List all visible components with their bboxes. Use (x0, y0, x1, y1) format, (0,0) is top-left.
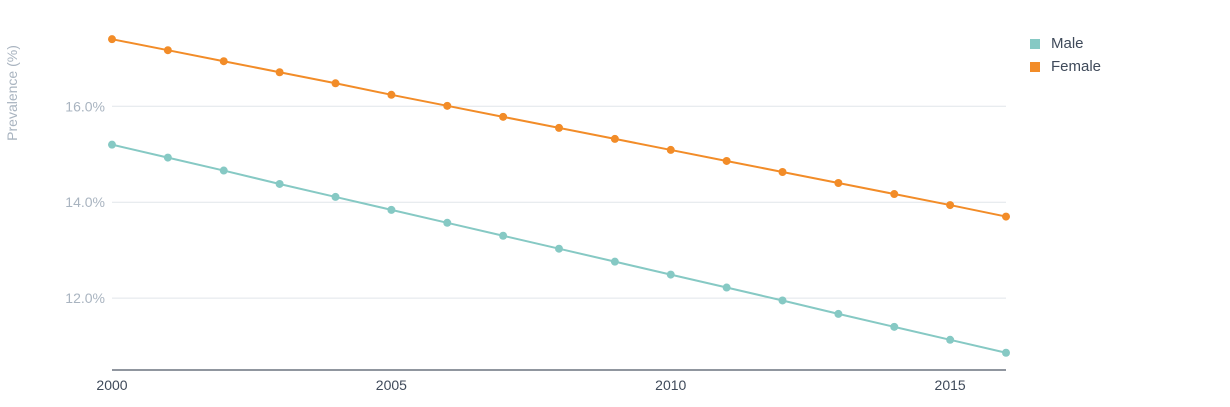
data-point-female (610, 134, 619, 143)
data-point-female (1002, 212, 1010, 221)
data-point-male (499, 231, 508, 240)
data-point-female (331, 79, 340, 88)
series (108, 35, 1010, 357)
data-point-male (275, 179, 284, 188)
series-female (108, 35, 1010, 221)
data-point-female (163, 46, 172, 55)
legend: Male Female (1030, 32, 1101, 78)
y-axis-label: Prevalence (%) (4, 45, 20, 141)
data-point-male (890, 322, 899, 331)
data-point-male (108, 140, 116, 149)
data-point-female (722, 156, 731, 165)
data-point-female (443, 101, 452, 110)
legend-label: Male (1051, 35, 1084, 52)
data-point-female (666, 145, 675, 154)
data-point-male (610, 257, 619, 266)
data-point-male (387, 205, 396, 214)
data-point-male (946, 335, 955, 344)
data-point-male (778, 296, 787, 305)
data-point-female (499, 112, 508, 121)
legend-label: Female (1051, 58, 1102, 75)
data-point-male (1002, 348, 1010, 357)
data-point-female (387, 90, 396, 99)
series-male (108, 140, 1010, 357)
data-point-male (331, 192, 340, 201)
legend-item-male[interactable]: Male (1030, 32, 1101, 55)
x-tick-label: 2000 (96, 377, 127, 393)
data-point-female (555, 123, 563, 132)
data-point-female (108, 35, 116, 44)
x-tick-label: 2010 (655, 377, 686, 393)
gridlines (112, 105, 1006, 299)
x-tick-label: 2015 (935, 377, 966, 393)
data-point-male (443, 218, 452, 227)
y-tick-label: 14.0% (65, 194, 105, 210)
data-point-male (219, 166, 228, 175)
data-point-female (890, 190, 899, 199)
data-point-male (163, 153, 172, 162)
y-tick-label: 12.0% (65, 290, 105, 306)
legend-item-female[interactable]: Female (1030, 55, 1101, 78)
data-point-female (834, 179, 843, 188)
data-point-male (666, 270, 675, 279)
data-point-female (219, 57, 228, 66)
data-point-male (555, 244, 563, 253)
x-tick-label: 2005 (376, 377, 407, 393)
legend-swatch (1030, 61, 1040, 72)
legend-swatch (1030, 38, 1040, 49)
axes: 12.0% 14.0% 16.0% 2000 2005 2010 2015 (65, 98, 1006, 393)
data-point-male (834, 309, 843, 318)
y-tick-label: 16.0% (65, 98, 105, 114)
data-point-male (722, 283, 731, 292)
data-point-female (946, 201, 955, 210)
data-point-female (275, 68, 284, 77)
data-point-female (778, 167, 787, 176)
